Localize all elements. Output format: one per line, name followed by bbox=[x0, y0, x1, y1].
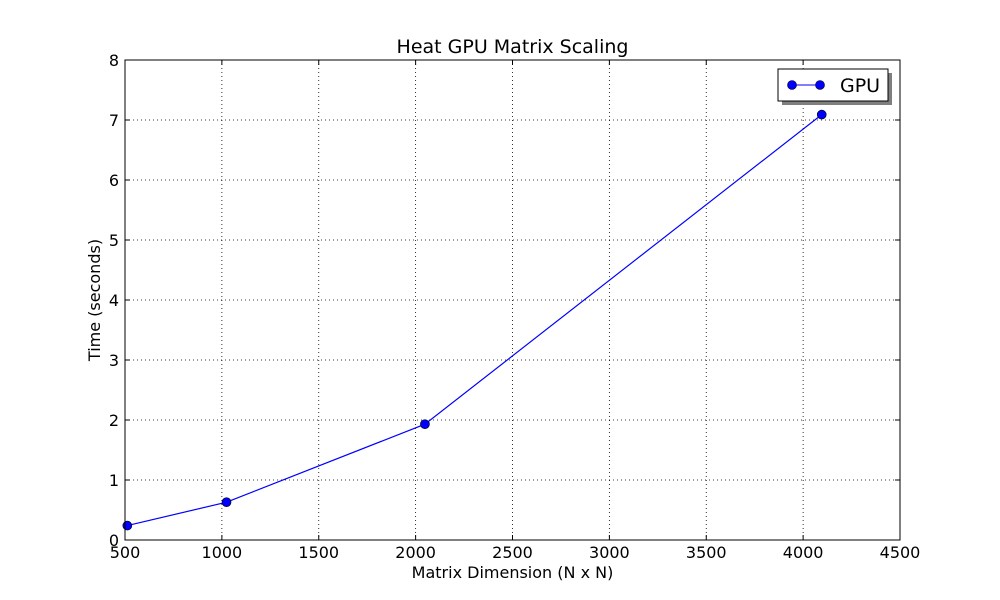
x-axis-label: Matrix Dimension (N x N) bbox=[412, 563, 614, 582]
x-tick-label: 4000 bbox=[783, 543, 824, 562]
x-tick-label: 500 bbox=[110, 543, 141, 562]
series-line-gpu bbox=[127, 114, 823, 527]
y-tick-label: 2 bbox=[109, 411, 119, 430]
tick-labels: 500 1000 1500 2000 2500 3000 3500 4000 4500 0 1 2 3 4… bbox=[109, 51, 921, 562]
axis-ticks bbox=[124, 59, 901, 541]
y-tick-label: 8 bbox=[109, 51, 119, 70]
x-tick-label: 2000 bbox=[395, 543, 436, 562]
chart-title: Heat GPU Matrix Scaling bbox=[397, 36, 629, 58]
data-point bbox=[122, 520, 133, 531]
data-point bbox=[221, 497, 232, 508]
x-tick-label: 3500 bbox=[686, 543, 727, 562]
y-axis-label: Time (seconds) bbox=[85, 239, 104, 362]
x-tick-label: 3000 bbox=[589, 543, 630, 562]
legend: GPU bbox=[777, 68, 892, 105]
data-point bbox=[420, 419, 430, 430]
y-tick-label: 0 bbox=[109, 531, 119, 550]
grid-lines bbox=[124, 59, 901, 541]
y-tick-label: 6 bbox=[109, 171, 119, 190]
data-point bbox=[816, 109, 827, 120]
x-tick-label: 4500 bbox=[880, 543, 921, 562]
x-tick-label: 2500 bbox=[492, 543, 533, 562]
y-tick-label: 1 bbox=[109, 471, 119, 490]
y-tick-label: 3 bbox=[109, 351, 119, 370]
x-tick-label: 1000 bbox=[202, 543, 243, 562]
y-tick-label: 4 bbox=[109, 291, 119, 310]
series-layer bbox=[122, 109, 827, 531]
legend-marker bbox=[815, 80, 825, 90]
x-tick-label: 1500 bbox=[298, 543, 339, 562]
y-tick-label: 5 bbox=[109, 231, 119, 250]
legend-marker bbox=[787, 80, 797, 90]
y-tick-label: 7 bbox=[109, 111, 119, 130]
legend-label: GPU bbox=[840, 75, 880, 97]
